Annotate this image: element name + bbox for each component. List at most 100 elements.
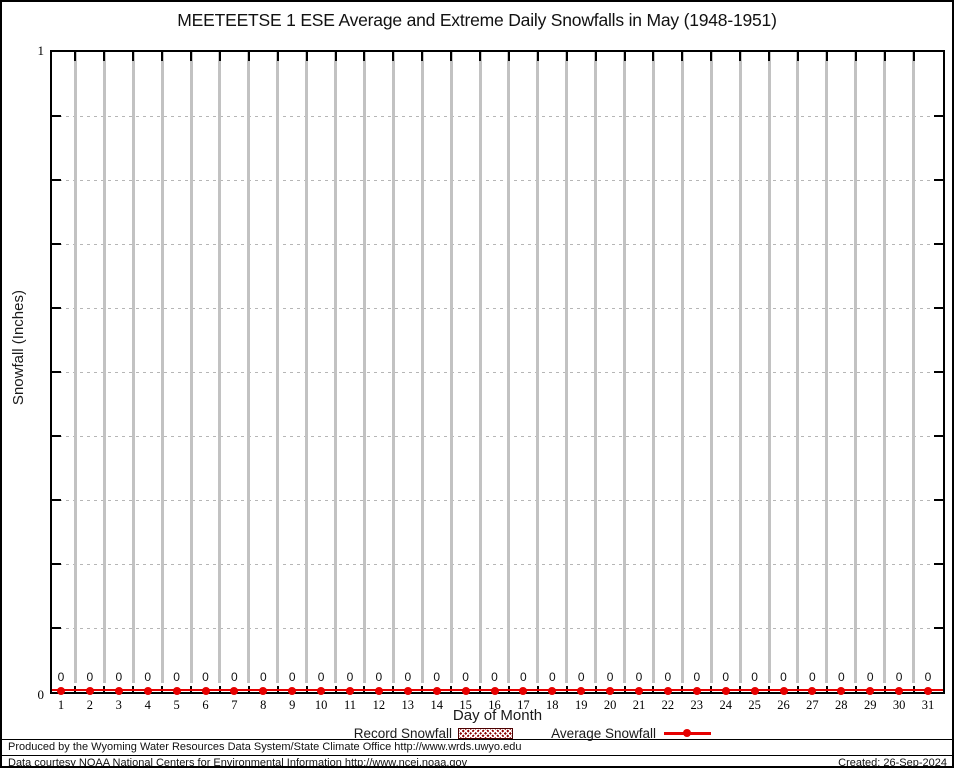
point-value-label: 0 bbox=[577, 670, 585, 684]
vertical-gridline bbox=[189, 52, 193, 683]
data-point-day-2 bbox=[85, 687, 94, 695]
data-point-day-25 bbox=[750, 687, 759, 695]
vertical-gridline bbox=[565, 52, 569, 683]
y-tick-right bbox=[934, 307, 943, 309]
x-tick-top bbox=[768, 52, 771, 61]
x-tick-top bbox=[739, 52, 742, 61]
y-tick-left bbox=[52, 435, 61, 437]
point-value-label: 0 bbox=[866, 670, 874, 684]
vertical-gridline bbox=[334, 52, 338, 683]
data-point-day-8 bbox=[259, 687, 268, 695]
data-point-day-27 bbox=[808, 687, 817, 695]
x-tick-top bbox=[334, 52, 337, 61]
data-point-day-18 bbox=[548, 687, 557, 695]
point-value-label: 0 bbox=[231, 670, 238, 684]
x-tick-label: 7 bbox=[231, 698, 238, 712]
point-value-label: 0 bbox=[144, 670, 152, 684]
data-point-day-30 bbox=[895, 687, 904, 695]
data-point-day-14 bbox=[432, 687, 441, 695]
x-tick-top bbox=[825, 52, 828, 61]
point-value-label: 0 bbox=[751, 670, 758, 684]
point-value-label: 0 bbox=[664, 670, 672, 684]
x-tick-label: 29 bbox=[863, 698, 877, 712]
point-value-label: 0 bbox=[404, 670, 412, 684]
vertical-gridline bbox=[102, 52, 106, 683]
chart-title: MEETEETSE 1 ESE Average and Extreme Dail… bbox=[177, 10, 777, 30]
x-tick-top bbox=[536, 52, 539, 61]
y-tick-right bbox=[934, 371, 943, 373]
x-tick-label: 14 bbox=[430, 698, 443, 712]
x-tick-top bbox=[450, 52, 453, 61]
x-tick-label: 8 bbox=[260, 698, 267, 712]
data-point-day-13 bbox=[403, 687, 412, 695]
point-value-label: 0 bbox=[115, 670, 123, 684]
data-point-day-20 bbox=[606, 687, 615, 695]
x-tick-top bbox=[796, 52, 799, 61]
vertical-gridline bbox=[449, 52, 453, 683]
x-tick-top bbox=[681, 52, 684, 61]
data-point-day-3 bbox=[114, 687, 123, 695]
x-tick-top bbox=[218, 52, 221, 61]
x-tick-label: 19 bbox=[574, 698, 588, 712]
point-value-label: 0 bbox=[606, 670, 614, 684]
x-tick-label: 15 bbox=[459, 698, 472, 712]
vertical-gridline bbox=[883, 52, 887, 683]
point-value-label: 0 bbox=[780, 670, 787, 684]
x-tick-label: 21 bbox=[632, 698, 646, 712]
x-tick-label: 31 bbox=[921, 698, 935, 712]
point-value-label: 0 bbox=[202, 670, 209, 684]
data-point-day-16 bbox=[490, 687, 499, 695]
x-tick-top bbox=[883, 52, 886, 61]
y-tick-right bbox=[934, 499, 943, 501]
x-tick-top bbox=[363, 52, 366, 61]
footer-data-courtesy: Data courtesy NOAA National Centers for … bbox=[8, 757, 468, 768]
point-value-label: 0 bbox=[375, 670, 383, 684]
x-tick-label: 23 bbox=[690, 698, 704, 712]
point-value-label: 0 bbox=[924, 670, 932, 684]
point-value-label: 0 bbox=[57, 670, 65, 684]
horizontal-gridline bbox=[52, 180, 943, 181]
point-value-label: 0 bbox=[346, 670, 354, 684]
legend-record-swatch bbox=[458, 728, 513, 739]
point-value-label: 0 bbox=[491, 670, 498, 684]
y-tick-right bbox=[934, 243, 943, 245]
x-tick-label: 11 bbox=[343, 698, 357, 712]
x-tick-label: 22 bbox=[661, 698, 675, 712]
x-tick-top bbox=[161, 52, 164, 61]
x-tick-top bbox=[74, 52, 77, 61]
vertical-gridline bbox=[594, 52, 598, 683]
horizontal-gridline bbox=[52, 372, 943, 373]
point-value-label: 0 bbox=[693, 670, 701, 684]
vertical-gridline bbox=[362, 52, 366, 683]
vertical-gridline bbox=[276, 52, 280, 683]
horizontal-gridline bbox=[52, 116, 943, 117]
data-point-day-29 bbox=[866, 687, 875, 695]
footer-separator-top bbox=[2, 739, 952, 740]
data-point-day-23 bbox=[692, 687, 701, 695]
point-value-label: 0 bbox=[548, 670, 556, 684]
vertical-gridline bbox=[709, 52, 713, 683]
data-point-day-15 bbox=[461, 687, 470, 695]
legend-average-point-sample bbox=[683, 729, 691, 737]
x-tick-top bbox=[652, 52, 655, 61]
x-tick-top bbox=[190, 52, 193, 61]
x-tick-top bbox=[507, 52, 510, 61]
x-tick-label: 30 bbox=[892, 698, 906, 712]
legend-average-snowfall-label: Average Snowfall bbox=[551, 726, 656, 741]
point-value-label: 0 bbox=[259, 670, 267, 684]
horizontal-gridline bbox=[52, 244, 943, 245]
y-tick-left bbox=[52, 499, 61, 501]
x-tick-top bbox=[247, 52, 250, 61]
vertical-gridline bbox=[420, 52, 424, 683]
x-tick-label: 17 bbox=[517, 698, 530, 712]
vertical-gridline bbox=[912, 52, 916, 683]
y-tick-right bbox=[934, 627, 943, 629]
x-tick-top bbox=[392, 52, 395, 61]
data-point-day-28 bbox=[837, 687, 846, 695]
x-tick-label: 9 bbox=[289, 698, 296, 712]
x-tick-top bbox=[594, 52, 597, 61]
data-point-day-9 bbox=[288, 687, 297, 695]
vertical-gridline bbox=[305, 52, 309, 683]
x-tick-label: 18 bbox=[546, 698, 559, 712]
x-tick-top bbox=[421, 52, 424, 61]
